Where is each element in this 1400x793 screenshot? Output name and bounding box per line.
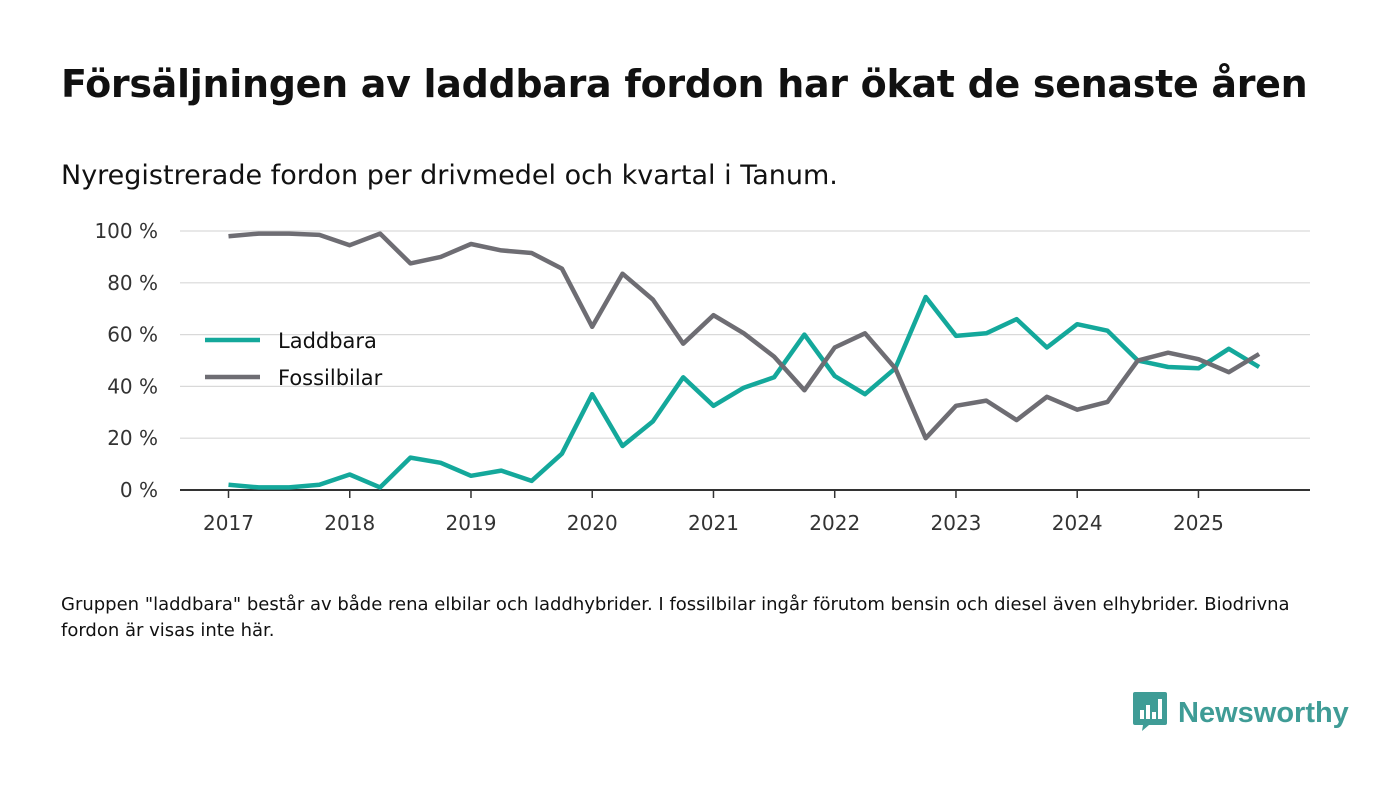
x-tick-label: 2024 [1052, 511, 1103, 535]
legend-label-fossilbilar: Fossilbilar [278, 366, 383, 390]
newsworthy-logo-icon [1132, 690, 1168, 736]
x-tick-label: 2019 [446, 511, 497, 535]
chart-title: Försäljningen av laddbara fordon har öka… [61, 62, 1308, 106]
line-chart: 0 % 20 % 40 % 60 % 80 % 100 % 2017 2018 2019 2020… [94, 219, 1310, 535]
x-tick-label: 2022 [809, 511, 860, 535]
y-tick-label: 80 % [107, 271, 158, 295]
brand-logo[interactable]: Newsworthy [1132, 690, 1349, 736]
footnote: Gruppen "laddbara" består av både rena e… [61, 594, 1290, 641]
x-tick-label: 2021 [688, 511, 739, 535]
legend-label-laddbara: Laddbara [278, 329, 377, 353]
x-tick-label: 2018 [324, 511, 375, 535]
y-tick-label: 0 % [120, 478, 158, 502]
y-tick-label: 60 % [107, 323, 158, 347]
series-line-fossilbilar [228, 231, 1261, 441]
y-tick-label: 100 % [94, 219, 158, 243]
x-tick-label: 2023 [931, 511, 982, 535]
x-tick-label: 2020 [567, 511, 618, 535]
series-line-laddbara [228, 294, 1261, 490]
x-tick-label: 2025 [1173, 511, 1224, 535]
y-tick-label: 20 % [107, 426, 158, 450]
chart-subtitle: Nyregistrerade fordon per drivmedel och … [61, 160, 838, 191]
brand-name: Newsworthy [1178, 696, 1349, 729]
x-tick-label: 2017 [203, 511, 254, 535]
y-tick-label: 40 % [107, 374, 158, 398]
